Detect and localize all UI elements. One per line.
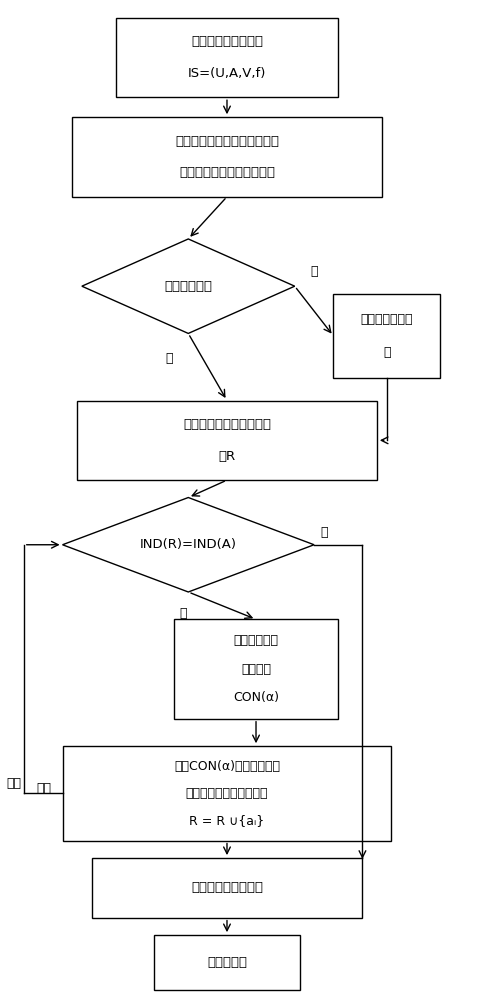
Text: R = R ∪{aᵢ}: R = R ∪{aᵢ} [190, 814, 265, 827]
Bar [72, 117, 382, 197]
Bar [91, 858, 362, 918]
Text: 比较CON(α)，删除最大协: 比较CON(α)，删除最大协 [174, 760, 280, 773]
Text: 将初始决策信息表中的信息进: 将初始决策信息表中的信息进 [175, 135, 279, 148]
Bar [333, 294, 440, 378]
Text: 决策表相容性: 决策表相容性 [164, 280, 212, 293]
Text: 否: 否 [180, 607, 187, 620]
Polygon shape [82, 239, 295, 333]
Text: 核R: 核R [218, 450, 236, 463]
Text: 否: 否 [310, 265, 318, 278]
Text: IS=(U,A,V,f): IS=(U,A,V,f) [188, 67, 266, 80]
Bar [174, 619, 338, 719]
Text: IND(R)=IND(A): IND(R)=IND(A) [140, 538, 237, 551]
Text: 返回: 返回 [36, 782, 51, 795]
Text: 返回: 返回 [6, 777, 22, 790]
Text: 建立初始决策信息表: 建立初始决策信息表 [191, 35, 263, 48]
Text: 是: 是 [320, 526, 327, 539]
Text: 表: 表 [383, 346, 390, 359]
Text: 调度对应的条件属性，使: 调度对应的条件属性，使 [186, 787, 268, 800]
Text: 的协调度: 的协调度 [241, 663, 271, 676]
Text: 计算条件属性: 计算条件属性 [234, 634, 278, 647]
Text: 是: 是 [165, 352, 173, 365]
Bar [116, 18, 338, 97]
Text: 求条件属性对决策属性的: 求条件属性对决策属性的 [183, 418, 271, 431]
Text: CON(α): CON(α) [233, 691, 279, 704]
Text: 行动态层次聚类离散化处理: 行动态层次聚类离散化处理 [179, 166, 275, 179]
Bar [155, 935, 300, 990]
Text: 输出相对最小约简表: 输出相对最小约简表 [191, 881, 263, 894]
Polygon shape [62, 498, 314, 592]
Bar [62, 746, 391, 841]
Text: 拆分成相容决策: 拆分成相容决策 [360, 313, 413, 326]
Text: 形成规则库: 形成规则库 [207, 956, 247, 969]
Bar [77, 401, 377, 480]
